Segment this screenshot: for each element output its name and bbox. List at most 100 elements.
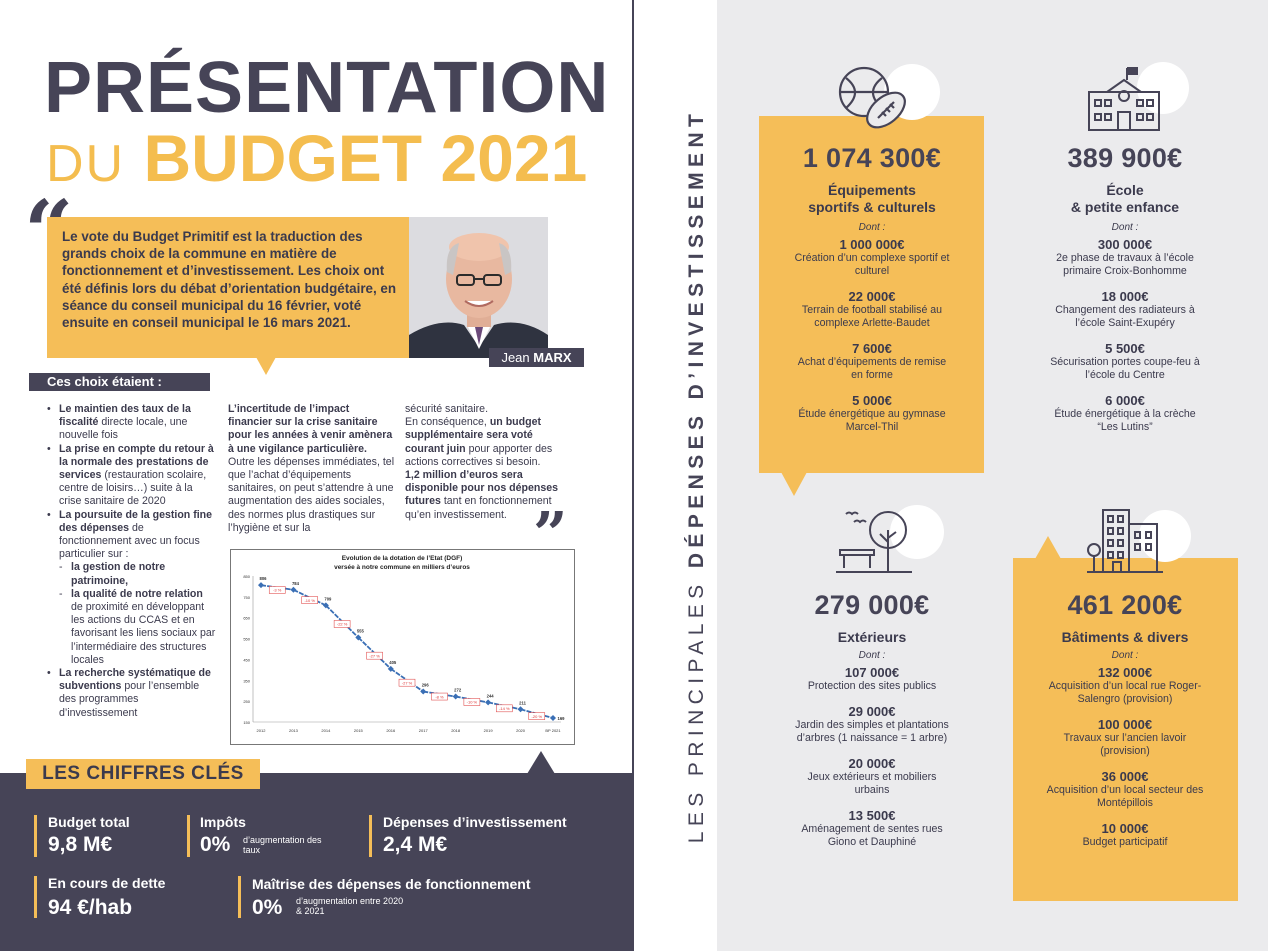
author-first-name: Jean [501,350,530,365]
x-tick-label: 2013 [289,728,299,733]
list-item: 6 000€ Étude énergétique à la crèche “Les… [1054,393,1196,433]
title-budget: BUDGET 2021 [143,121,588,195]
data-label: 405 [389,660,397,665]
item-list: 1 000 000€ Création d’un complexe sportif… [757,237,987,434]
choice-sub-bullet: la gestion de notre patrimoine, [59,561,217,587]
buildings-highlight-box [1013,558,1238,901]
x-tick-label: BP 2021 [545,728,561,733]
choices-column-1: Le maintien des taux de la fiscalité dir… [47,403,217,720]
list-item: 18 000€ Changement des radiateurs à l’éco… [1055,289,1195,329]
data-label: 709 [324,596,332,601]
investment-school: 389 900€ École & petite enfance Dont : 30… [1010,143,1240,434]
list-item: 1 000 000€ Création d’un complexe sportif… [794,237,950,277]
chart-title: Evolution de la dotation de l’Etat (DGF) [342,555,463,562]
y-tick-label: 350 [243,678,250,683]
vertical-title-bold: DÉPENSES D’INVESTISSEMENT [685,108,708,569]
category-amount: 461 200€ [1067,590,1183,620]
y-tick-label: 150 [243,720,250,725]
sports-balls-icon [838,66,910,137]
col3-p3: 1,2 million d’euros sera disponible pour… [405,469,559,521]
choice-sub-bullet: la qualité de notre relation de proximit… [59,588,217,667]
investment-vertical-title: LES PRINCIPALES DÉPENSES D’INVESTISSEMEN… [685,109,709,844]
y-tick-label: 650 [243,616,250,621]
kf-accent-bar [187,815,190,857]
category-name: Bâtiments & divers [1061,629,1189,645]
change-label-box [463,698,481,706]
page-title: PRÉSENTATION [44,48,610,128]
decorative-circle [1137,62,1189,114]
data-label: 806 [260,576,268,581]
change-label: -10 % [467,700,478,705]
title-du: DU [46,135,126,193]
bullet-bold: La recherche systématique de subventions [59,667,211,693]
page-subtitle: DU BUDGET 2021 [46,125,587,191]
list-item: 20 000€ Jeux extérieurs et mobiliers urba… [807,756,937,796]
key-figures-tail [527,751,555,774]
category-name: École & petite enfance [1070,182,1180,215]
kf-debt-label: En cours de dette [48,875,166,891]
choices-column-3: sécurité sanitaire. En conséquence, un b… [405,403,573,522]
col3-p2: En conséquence, un budget supplémentaire… [405,416,553,468]
kf-operating-label: Maîtrise des dépenses de fonctionnement [252,876,531,892]
data-label: 211 [519,700,526,705]
y-tick-label: 850 [243,574,250,579]
mayor-photo [409,217,548,358]
dont-label: Dont : [1111,650,1139,661]
category-amount: 1 074 300€ [802,143,942,173]
change-label: -27 % [369,653,380,658]
dont-label: Dont : [1111,222,1139,233]
decorative-circle [890,505,944,559]
kf-debt-value: 94 €/hab [48,896,133,919]
change-label: -8 % [435,694,444,699]
choice-bullet: Le maintien des taux de la fiscalité dir… [47,403,217,443]
change-label: -14 % [499,706,510,711]
list-item: 5 000€ Étude énergétique au gymnase Marce… [798,393,946,433]
kf-budget-value: 9,8 M€ [48,833,113,856]
kf-budget-label: Budget total [48,814,130,830]
choice-bullet: La prise en compte du retour à la normal… [47,443,217,509]
kf-taxes-note: d’augmentation des taux [243,835,322,855]
kf-operating-note: d’augmentation entre 2020 & 2021 [296,896,404,916]
list-item: 7 600€ Achat d’équipements de remise en f… [797,341,947,381]
bullet-text: de fonctionnement avec un focus particul… [59,521,200,561]
author-name-tag: Jean MARX [489,348,584,367]
kf-accent-bar [34,815,37,857]
category-amount: 389 900€ [1067,143,1183,173]
kf-operating-value: 0% [252,896,283,919]
y-tick-label: 550 [243,637,250,642]
decorative-circle [1139,510,1191,562]
x-tick-label: 2020 [516,728,526,733]
list-item: 29 000€ Jardin des simples et plantations… [795,704,949,744]
kf-invest-label: Dépenses d’investissement [383,814,567,830]
page-divider [632,0,634,773]
bullet-text: pour l’ensemble des programmes d’investi… [59,680,200,719]
list-item: 300 000€ 2e phase de travaux à l’école pr… [1056,237,1194,277]
x-tick-label: 2018 [451,728,461,733]
bullet-bold: La prise en compte du retour à la normal… [59,442,214,482]
list-item: 5 500€ Sécurisation portes coupe-feu à l’… [1050,341,1200,381]
park-tree-bench-icon [836,508,912,579]
chart-y-axis: 150 250 350 450 550 650 750 850 2012 2013 2014 2015… [243,574,561,733]
school-building-icon [1087,66,1161,137]
item-list: 300 000€ 2e phase de travaux à l’école pr… [1010,237,1240,434]
list-item: 107 000€ Protection des sites publics [807,665,937,692]
x-tick-label: 2017 [419,728,429,733]
sports-highlight-box [759,116,984,473]
y-tick-label: 450 [243,657,250,662]
dgf-chart: Evolution de la dotation de l’Etat (DGF)… [230,549,575,745]
data-point [387,665,394,672]
dont-label: Dont : [858,650,886,661]
kf-taxes-label: Impôts [200,814,246,830]
change-label-box [268,586,286,594]
data-label: 244 [487,693,495,698]
investment-buildings: 461 200€ Bâtiments & divers Dont : 132 0… [1010,590,1240,849]
x-tick-label: 2015 [354,728,364,733]
x-tick-label: 2019 [484,728,494,733]
data-point [258,582,264,589]
change-label: -3 % [273,588,282,593]
change-label-box [528,712,546,720]
item-list: 132 000€ Acquisition d’un local rue Roger… [1010,665,1240,849]
sub-bullet-bold: la gestion de notre patrimoine, [71,561,166,587]
change-label-box [431,692,448,701]
city-buildings-icon [1087,506,1163,579]
